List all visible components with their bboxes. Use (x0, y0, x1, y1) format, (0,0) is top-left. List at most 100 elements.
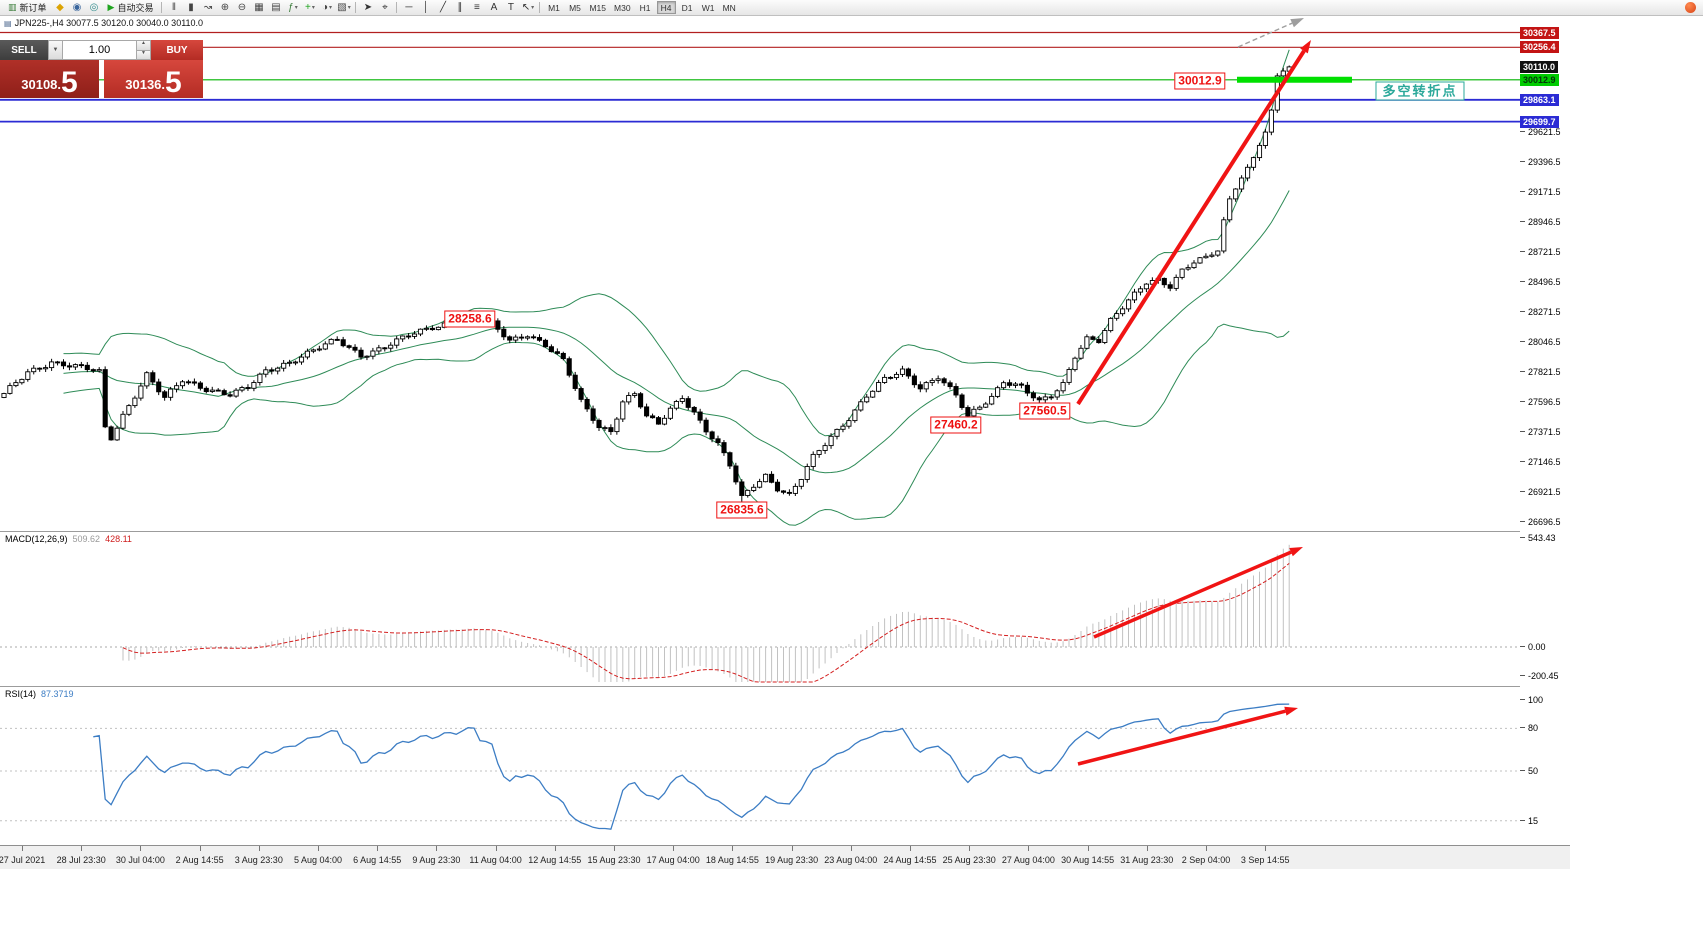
price-callout: 26835.6 (716, 501, 768, 519)
price-axis-tick: 28721.5 (1520, 247, 1561, 257)
time-axis-label: 31 Aug 23:30 (1120, 855, 1174, 865)
label-tool-icon[interactable]: T (507, 2, 515, 13)
rsi-name: RSI(14) (5, 689, 37, 699)
time-axis-tick (140, 846, 142, 851)
chart-title: ▤ JPN225-,H4 30077.5 30120.0 30040.0 301… (4, 18, 203, 28)
time-axis-label: 30 Aug 14:55 (1061, 855, 1115, 865)
vline-tool-icon[interactable]: │ (422, 2, 430, 13)
volume-input[interactable] (63, 40, 137, 60)
zoom-out-icon[interactable]: ⊖ (237, 2, 247, 13)
time-axis-label: 15 Aug 23:30 (587, 855, 641, 865)
time-axis-label: 17 Aug 04:00 (646, 855, 700, 865)
macd-axis-tick: 543.43 (1520, 532, 1556, 543)
time-axis-tick (1087, 846, 1089, 851)
price-axis-tick: 29171.5 (1520, 187, 1561, 197)
buy-price-button[interactable]: 30136. 5 (104, 60, 203, 98)
hline-tool-icon[interactable]: ─ (405, 2, 413, 13)
rsi-panel[interactable] (0, 686, 1520, 845)
time-axis-label: 3 Aug 23:30 (234, 855, 283, 865)
tile-windows-icon[interactable]: ▦ (254, 2, 264, 13)
panel-separator (0, 686, 1570, 687)
auto-trading-button[interactable]: ▶ 自动交易 (107, 2, 154, 13)
price-axis-label-29863.1: 29863.1 (1520, 93, 1559, 106)
timeframe-d1[interactable]: D1 (681, 3, 693, 13)
macd-label: MACD(12,26,9) 509.62 428.11 (5, 534, 132, 544)
auto-arrange-icon[interactable]: ▤ (271, 2, 281, 13)
timeframe-h4[interactable]: H4 (656, 1, 676, 14)
price-axis-label-30256.4: 30256.4 (1520, 41, 1559, 54)
time-axis-label: 6 Aug 14:55 (353, 855, 402, 865)
rsi-axis-tick: 80 (1519, 723, 1539, 734)
timeframe-m1[interactable]: M1 (548, 3, 560, 13)
sell-button[interactable]: SELL (0, 40, 48, 60)
time-axis-tick (377, 846, 379, 851)
toolbar-separator (396, 2, 398, 13)
sell-price-button[interactable]: 30108. 5 (0, 60, 99, 98)
arrows-tool-icon[interactable]: ↖ ▾ (521, 2, 535, 13)
crosshair-icon[interactable]: ⌖ (382, 2, 388, 13)
rsi-value: 87.3719 (41, 689, 74, 699)
templates-icon[interactable]: ▧ ▾ (337, 2, 351, 13)
price-axis-tick: 28046.5 (1520, 337, 1561, 347)
time-axis[interactable]: 27 Jul 2021 28 Jul 23:30 30 Jul 04:00 2 Aug… (0, 845, 1570, 869)
annotation-note: 多空转折点 (1375, 81, 1465, 101)
price-axis-tick: 27146.5 (1520, 457, 1561, 467)
toolbar-separator (355, 2, 357, 13)
mql5-community-icon[interactable]: ◆ (56, 2, 64, 13)
auto-trading-icon: ▶ (107, 2, 115, 12)
buy-price-main: 30136. (125, 77, 166, 92)
market-watch-icon[interactable]: ◉ (72, 2, 82, 13)
zoom-in-icon[interactable]: ⊕ (220, 2, 230, 13)
time-axis-tick (199, 846, 201, 851)
candlestick-chart-icon[interactable]: ▮ (188, 2, 194, 13)
volume-dropdown[interactable]: ▼ (48, 40, 63, 60)
rsi-axis-tick: 15 (1519, 815, 1539, 826)
news-alert-icon[interactable] (1685, 2, 1696, 13)
price-axis-tick: 29621.5 (1520, 127, 1561, 137)
rsi-axis-tick: 50 (1519, 766, 1539, 776)
text-tool-icon[interactable]: A (490, 2, 498, 13)
time-axis-tick (910, 846, 911, 851)
channel-tool-icon[interactable]: ∥ (457, 2, 463, 13)
trendline-tool-icon[interactable]: ╱ (439, 2, 446, 13)
timeframe-m30[interactable]: M30 (614, 3, 631, 13)
volume-stepper[interactable]: ▲ ▼ (137, 40, 151, 60)
price-callout: 27460.2 (930, 416, 982, 434)
volume-up-icon[interactable]: ▲ (137, 41, 150, 50)
new-order-button[interactable]: ▥ 新订单 (8, 2, 47, 13)
time-axis-tick (318, 846, 319, 851)
price-axis-tick: 27371.5 (1520, 427, 1561, 437)
add-indicator-icon[interactable]: + ▾ (305, 2, 315, 13)
time-axis-label: 24 Aug 14:55 (883, 855, 937, 865)
cursor-icon[interactable]: ➤ (363, 2, 373, 13)
fibonacci-tool-icon[interactable]: ≡ (474, 2, 480, 13)
time-axis-label: 30 Jul 04:00 (115, 855, 165, 865)
time-axis-tick (495, 846, 497, 851)
time-axis-tick (1265, 846, 1267, 851)
time-axis-label: 5 Aug 04:00 (293, 855, 343, 865)
chart-icon: ▤ (4, 18, 12, 28)
indicators-icon[interactable]: ƒ ▾ (288, 2, 298, 13)
data-window-icon[interactable]: ◎ (89, 2, 99, 13)
volume-down-icon[interactable]: ▼ (137, 49, 150, 59)
timeframe-w1[interactable]: W1 (701, 3, 715, 13)
sell-price-pip: 5 (61, 66, 78, 99)
timeframe-m5[interactable]: M5 (569, 3, 581, 13)
timeframe-h1[interactable]: H1 (639, 3, 651, 13)
new-order-icon: ▥ (8, 2, 17, 12)
timeframe-mn[interactable]: MN (722, 3, 736, 13)
macd-panel[interactable] (0, 531, 1520, 686)
periods-icon[interactable]: ◑ ▾ (321, 2, 332, 13)
price-axis[interactable]: 29621.5 29396.5 29171.5 28946.5 28721.5 28496… (1519, 16, 1570, 845)
time-axis-label: 25 Aug 23:30 (942, 855, 996, 865)
time-axis-label: 9 Aug 23:30 (412, 855, 461, 865)
timeframe-m15[interactable]: M15 (589, 3, 607, 13)
macd-axis-tick: 0.00 (1520, 642, 1546, 652)
bar-chart-icon[interactable]: ‖ (171, 2, 177, 13)
time-axis-tick (81, 846, 83, 851)
price-chart[interactable] (0, 16, 1520, 531)
buy-button[interactable]: BUY (151, 40, 203, 60)
price-axis-tick: 27596.5 (1520, 397, 1561, 407)
time-axis-label: 18 Aug 14:55 (705, 855, 759, 865)
line-chart-icon[interactable]: ↝ (203, 2, 213, 13)
